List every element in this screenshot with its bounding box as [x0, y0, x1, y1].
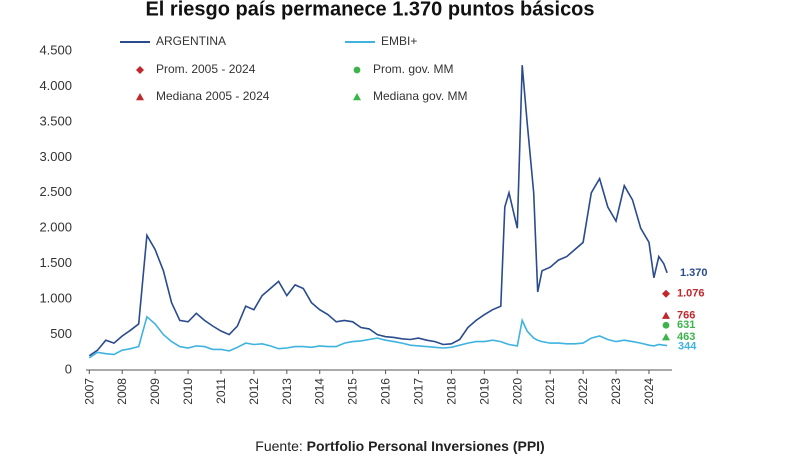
x-tick-label: 2020	[510, 378, 524, 405]
legend-label: ARGENTINA	[156, 34, 226, 48]
x-tick-label: 2024	[642, 378, 656, 405]
legend-label: Mediana gov. MM	[373, 89, 467, 103]
reference-label: 631	[677, 319, 695, 331]
x-tick-label: 2008	[115, 378, 129, 405]
reference-point	[662, 311, 670, 319]
legend-label: EMBI+	[381, 34, 417, 48]
reference-point	[662, 333, 670, 341]
legend-label: Mediana 2005 - 2024	[156, 89, 270, 103]
x-tick-label: 2012	[247, 378, 261, 405]
y-tick-label: 1.500	[39, 255, 72, 270]
reference-label: 1.076	[677, 288, 705, 300]
line	[88, 65, 668, 357]
source-prefix: Fuente:	[255, 438, 302, 454]
reference-point	[662, 289, 670, 298]
legend-marker	[353, 66, 361, 74]
source-name: Portfolio Personal Inversiones (PPI)	[307, 438, 545, 454]
x-tick-label: 2013	[280, 378, 294, 405]
line	[88, 315, 668, 359]
x-tick-label: 2016	[379, 378, 393, 405]
x-tick-label: 2011	[214, 378, 228, 404]
legend-marker	[136, 93, 144, 101]
legend-label: Prom. 2005 - 2024	[156, 62, 256, 76]
reference-label: 463	[677, 331, 695, 343]
x-tick-label: 2010	[181, 378, 195, 405]
end-label: 344	[678, 341, 697, 353]
y-tick-label: 2.000	[39, 220, 72, 235]
x-tick-label: 2023	[609, 378, 623, 405]
legend-marker	[136, 66, 144, 74]
x-tick-label: 2009	[148, 378, 162, 405]
x-tick-label: 2017	[412, 378, 426, 405]
legend-marker	[353, 93, 361, 101]
legend-label: Prom. gov. MM	[373, 62, 453, 76]
source: Fuente: Portfolio Personal Inversiones (…	[255, 438, 544, 454]
y-tick-label: 2.500	[39, 184, 72, 199]
y-tick-label: 3.500	[39, 113, 72, 128]
y-tick-label: 3.000	[39, 149, 72, 164]
x-tick-label: 2019	[477, 378, 491, 405]
reference-point	[662, 321, 670, 329]
x-tick-label: 2015	[346, 378, 360, 405]
x-tick-label: 2022	[576, 378, 590, 405]
x-tick-label: 2021	[543, 378, 557, 405]
y-tick-label: 4.000	[39, 78, 72, 93]
x-tick-label: 2018	[444, 378, 458, 405]
y-tick-label: 0	[65, 361, 72, 376]
chart-title: El riesgo país permanece 1.370 puntos bá…	[145, 0, 594, 20]
x-tick-label: 2007	[82, 378, 96, 405]
y-tick-label: 4.500	[39, 42, 72, 57]
x-tick-label: 2014	[313, 378, 327, 405]
y-tick-label: 500	[50, 326, 72, 341]
end-label: 1.370	[680, 267, 708, 279]
y-tick-label: 1.000	[39, 291, 72, 306]
reference-label: 766	[677, 310, 695, 322]
